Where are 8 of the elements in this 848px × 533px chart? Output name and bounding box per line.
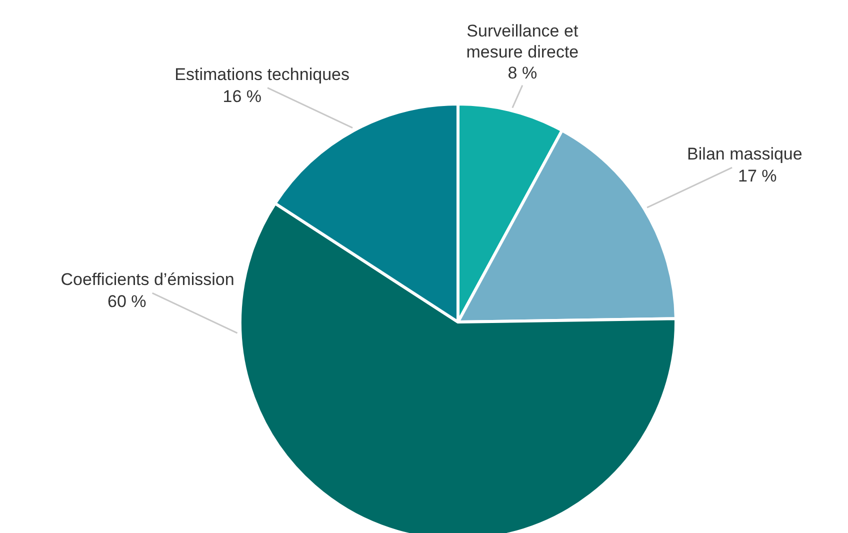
slice-label: Bilan massique xyxy=(687,144,802,164)
data-label: 60 % xyxy=(108,292,146,312)
slice-label: Surveillance et mesure directe xyxy=(466,21,579,62)
data-label: 17 % xyxy=(738,166,777,186)
data-label: 16 % xyxy=(222,86,262,106)
slice-label: Coefficients d’émission xyxy=(60,270,234,290)
slice-label: Estimations techniques xyxy=(174,64,350,84)
data-label: 8 % xyxy=(508,63,538,82)
